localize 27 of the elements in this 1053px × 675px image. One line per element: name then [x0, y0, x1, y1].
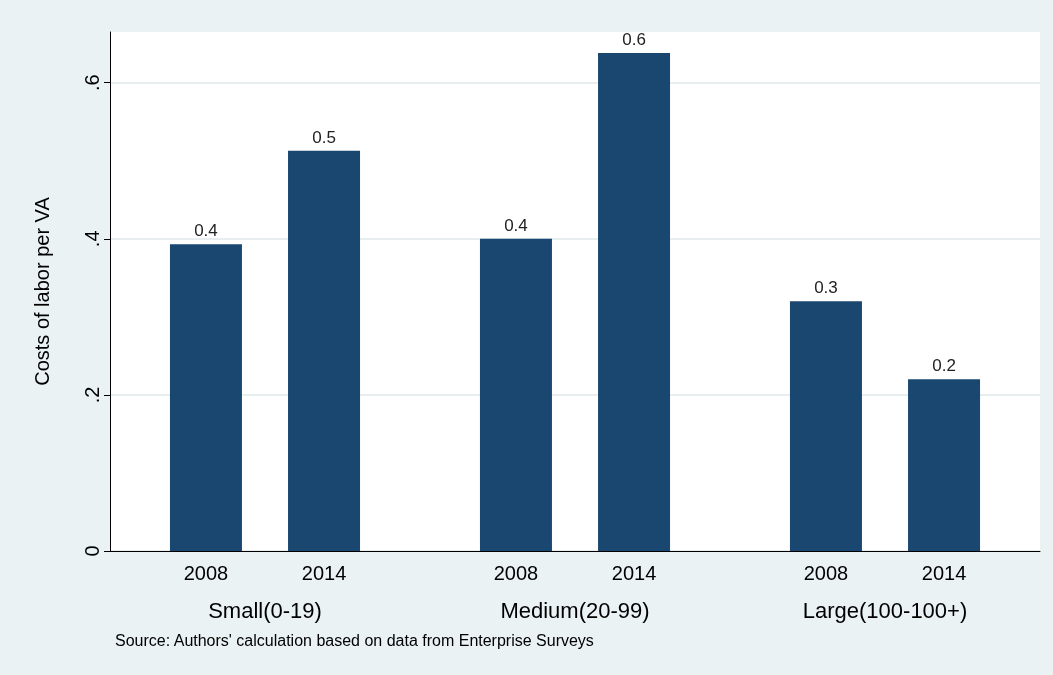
text: 2014	[611, 562, 657, 584]
y-tick-label: .6	[81, 74, 103, 92]
y-tick-label: .4	[81, 230, 103, 248]
bar	[789, 301, 862, 551]
y-tick-label: .2	[81, 386, 103, 404]
text: 2008	[493, 562, 539, 584]
x-tick-label: Large(100-100+)	[802, 597, 968, 623]
bar	[479, 238, 552, 551]
series-label: 2008	[183, 562, 229, 584]
y-tick-label: 0	[81, 545, 103, 557]
data-label: 0.4	[504, 215, 528, 235]
series-label: 2014	[301, 562, 347, 584]
data-label: 0.4	[194, 221, 218, 241]
bar	[598, 53, 671, 551]
data-label: 0.2	[932, 356, 956, 376]
data-label: 0.5	[312, 127, 336, 147]
bar	[908, 379, 981, 551]
x-tick-label: Medium(20-99)	[500, 597, 650, 623]
y-axis-title: Costs of labor per VA	[31, 196, 53, 386]
bar	[288, 150, 361, 551]
source-note: Source: Authors' calculation based on data from Enterprise Surveys	[115, 631, 594, 649]
data-label: 0.6	[622, 30, 646, 50]
data-label: 0.3	[814, 278, 838, 298]
x-tick-label: Small(0-19)	[208, 597, 322, 623]
text: 2014	[921, 562, 967, 584]
bar	[169, 244, 242, 551]
text: 2008	[803, 562, 849, 584]
